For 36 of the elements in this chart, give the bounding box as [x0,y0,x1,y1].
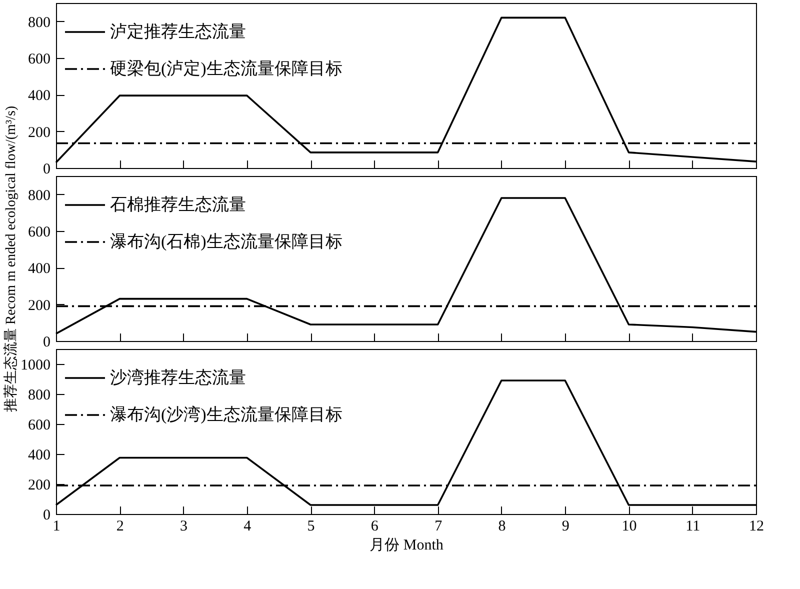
y-tick-label: 0 [43,334,50,350]
x-tick-label: 8 [498,518,506,534]
y-tick-label: 400 [28,261,50,278]
y-tick-label: 800 [28,388,50,404]
x-tick-label: 7 [434,518,443,534]
x-tick-label: 6 [370,518,379,534]
y-tick-label: 400 [28,88,50,104]
y-tick-label: 800 [28,14,50,31]
x-tick-label: 11 [686,518,700,534]
y-tick-label: 0 [43,162,50,178]
y-tick-label: 200 [28,124,50,141]
x-tick-label: 2 [116,518,124,534]
x-tick-label: 9 [562,518,570,534]
y-tick-label: 0 [43,508,50,524]
legend-label: 硬梁包(泸定)生态流量保障目标 [110,59,342,78]
x-axis-title: 月份 Month [370,538,444,554]
legend-label: 沙湾推荐生态流量 [110,368,246,387]
y-tick-label: 600 [28,52,50,68]
legend-label: 泸定推荐生态流量 [110,22,246,41]
y-tick-label: 1000 [20,358,50,374]
legend-label: 瀑布沟(沙湾)生态流量保障目标 [110,405,342,424]
y-tick-label: 200 [28,478,50,494]
y-tick-label: 600 [28,224,50,240]
x-tick-label: 12 [749,518,764,534]
y-tick-label: 400 [28,448,50,464]
y-tick-label: 800 [28,188,50,204]
x-tick-label: 5 [307,518,315,534]
y-tick-label: 200 [28,298,50,314]
legend-label: 瀑布沟(石棉)生态流量保障目标 [110,232,342,251]
x-tick-label: 4 [244,518,252,534]
x-tick-label: 1 [52,518,60,534]
x-tick-label: 3 [180,518,188,534]
y-axis-title: 推荐生态流量 Recom m ended ecological flow/(m³/s) [3,106,19,412]
y-tick-label: 600 [28,418,50,434]
x-tick-label: 10 [622,518,637,534]
legend-label: 石棉推荐生态流量 [110,195,246,214]
